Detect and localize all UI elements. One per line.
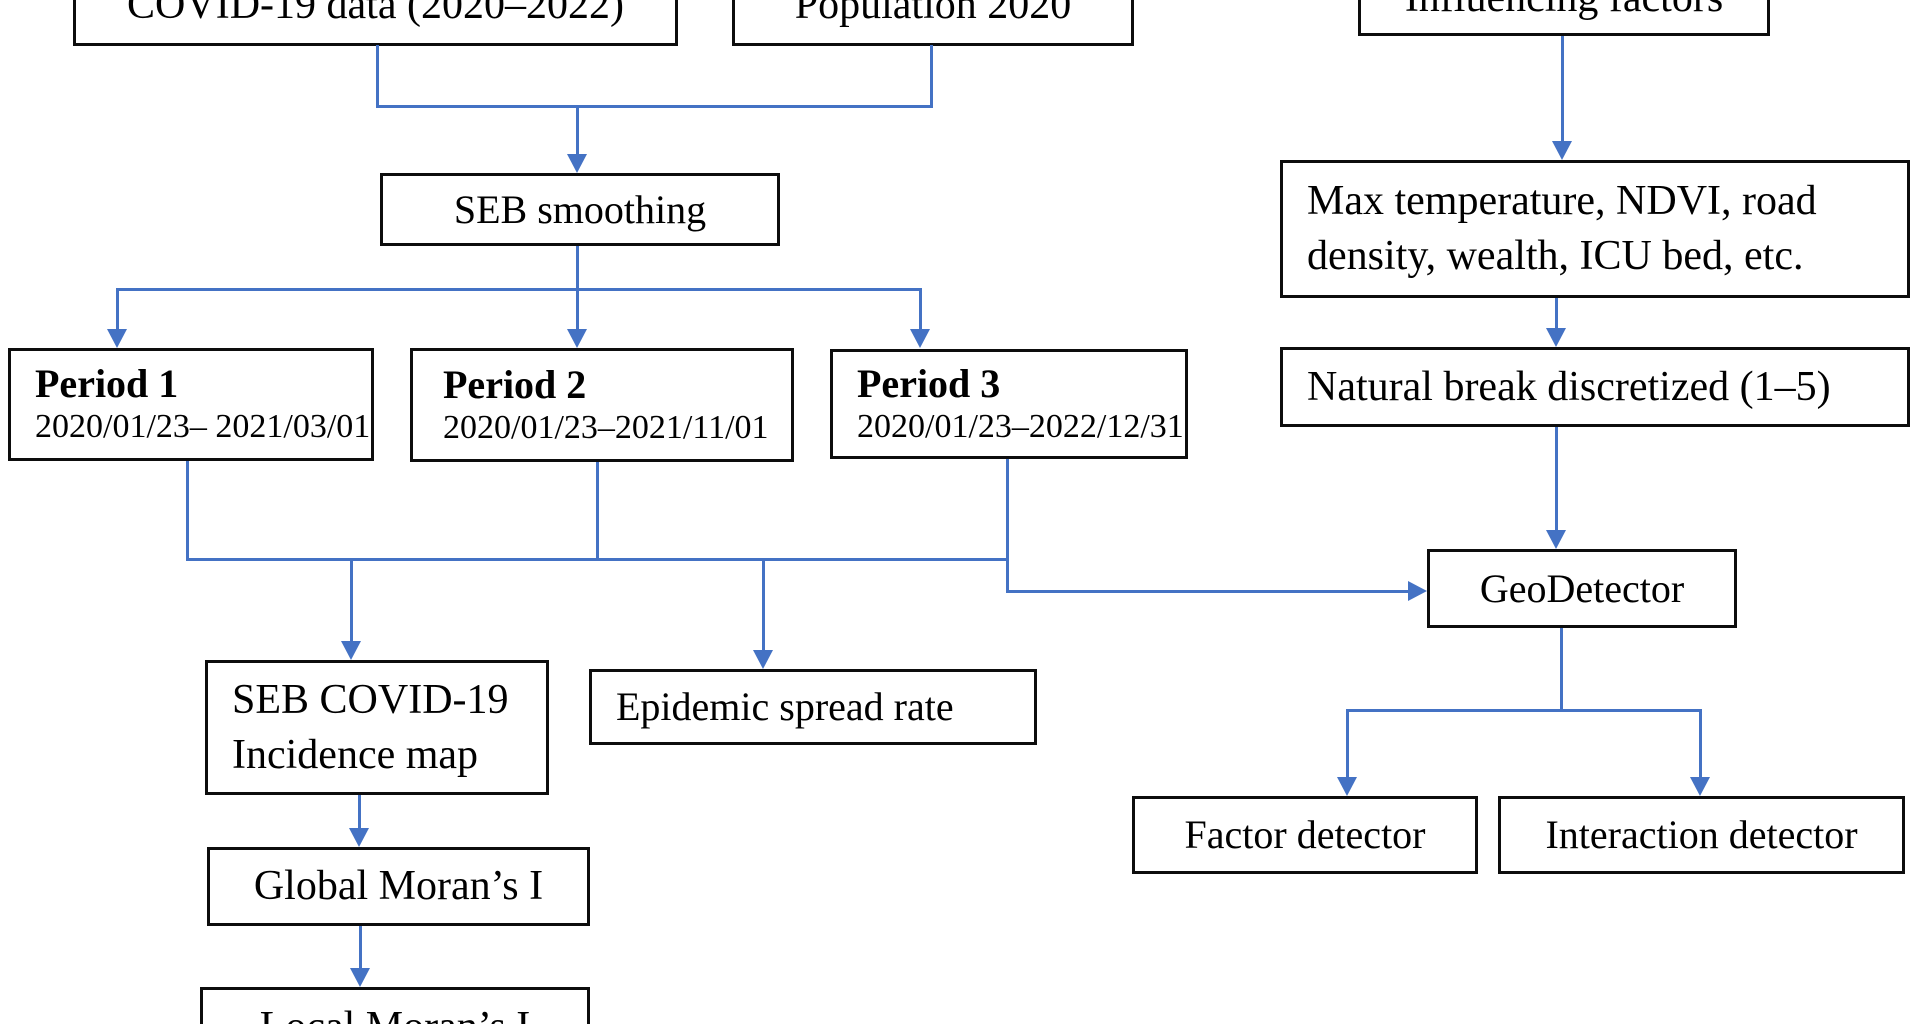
node-influencing-factors-label: Influencing factors bbox=[1405, 0, 1723, 25]
node-natural-break: Natural break discretized (1–5) bbox=[1280, 347, 1910, 427]
arrow-to-interaction-detector-shaft bbox=[1699, 709, 1702, 779]
node-local-morans-i: Local Moran’s I bbox=[200, 987, 590, 1024]
arrow-branch-to-epidemic-shaft bbox=[762, 558, 765, 652]
connector-period2-drop bbox=[596, 462, 599, 558]
arrow-global-to-local-head-icon bbox=[350, 968, 370, 987]
connector-merge-horizontal bbox=[376, 105, 933, 108]
node-population-label: Population 2020 bbox=[794, 0, 1072, 28]
arrow-list-to-break-shaft bbox=[1555, 298, 1558, 330]
node-local-morans-i-label: Local Moran’s I bbox=[260, 1000, 531, 1024]
node-period-3-title: Period 3 bbox=[857, 360, 1001, 406]
node-geodetector: GeoDetector bbox=[1427, 549, 1737, 628]
arrow-to-interaction-detector-head-icon bbox=[1690, 777, 1710, 796]
arrow-branch-to-epidemic-head-icon bbox=[753, 650, 773, 669]
node-seb-smoothing-label: SEB smoothing bbox=[453, 186, 707, 232]
connector-population-drop bbox=[930, 45, 933, 105]
node-factor-detector: Factor detector bbox=[1132, 796, 1478, 874]
node-epidemic-spread-rate-label: Epidemic spread rate bbox=[616, 684, 954, 729]
node-geodetector-label: GeoDetector bbox=[1479, 565, 1685, 611]
arrow-list-to-break-head-icon bbox=[1546, 328, 1566, 347]
node-interaction-detector: Interaction detector bbox=[1498, 796, 1905, 874]
node-global-morans-i: Global Moran’s I bbox=[207, 847, 590, 926]
node-factor-detector-label: Factor detector bbox=[1184, 812, 1426, 857]
arrow-merge-to-seb-head-icon bbox=[567, 154, 587, 173]
node-global-morans-i-label: Global Moran’s I bbox=[253, 863, 544, 910]
node-natural-break-label: Natural break discretized (1–5) bbox=[1307, 363, 1831, 410]
arrow-incidence-to-global-head-icon bbox=[349, 828, 369, 847]
connector-period-branch bbox=[116, 288, 921, 291]
node-covid-data: COVID-19 data (2020–2022) bbox=[73, 0, 678, 46]
connector-covid-drop bbox=[376, 45, 379, 105]
node-influencing-factors: Influencing factors bbox=[1358, 0, 1770, 36]
node-period-2-title: Period 2 bbox=[443, 361, 587, 407]
node-interaction-detector-label: Interaction detector bbox=[1545, 812, 1858, 857]
node-period-2: Period 2 2020/01/23–2021/11/01 bbox=[410, 348, 794, 462]
node-influencing-list-line2: density, wealth, ICU bed, etc. bbox=[1307, 233, 1804, 279]
arrow-influencing-to-list-shaft bbox=[1561, 36, 1564, 143]
node-population: Population 2020 bbox=[732, 0, 1134, 46]
arrow-to-factor-detector-head-icon bbox=[1337, 777, 1357, 796]
arrow-branch-to-geodetector-head-icon bbox=[1408, 581, 1427, 601]
node-period-1-dates: 2020/01/23– 2021/03/01 bbox=[35, 408, 371, 446]
arrow-to-factor-detector-shaft bbox=[1346, 709, 1349, 779]
arrow-branch-to-geodetector-shaft bbox=[1006, 590, 1410, 593]
node-covid-data-label: COVID-19 data (2020–2022) bbox=[127, 0, 624, 28]
arrow-branch-to-period2-head-icon bbox=[567, 329, 587, 348]
node-seb-smoothing: SEB smoothing bbox=[380, 173, 780, 246]
node-period-1: Period 1 2020/01/23– 2021/03/01 bbox=[8, 348, 374, 461]
arrow-branch-to-period3-shaft bbox=[919, 288, 922, 332]
node-period-1-title: Period 1 bbox=[35, 361, 179, 407]
arrow-merge-to-seb-shaft bbox=[576, 105, 579, 157]
arrow-branch-to-period1-shaft bbox=[116, 288, 119, 332]
arrow-branch-to-period3-head-icon bbox=[910, 329, 930, 348]
node-period-3: Period 3 2020/01/23–2022/12/31 bbox=[830, 349, 1188, 459]
node-seb-incidence-map: SEB COVID-19 Incidence map bbox=[205, 660, 549, 795]
node-influencing-list-line1: Max temperature, NDVI, road bbox=[1307, 178, 1817, 225]
arrow-branch-to-period1-head-icon bbox=[107, 329, 127, 348]
arrow-branch-to-incidence-shaft bbox=[350, 558, 353, 643]
node-seb-incidence-map-line2: Incidence map bbox=[232, 731, 479, 778]
arrow-incidence-to-global-shaft bbox=[358, 795, 361, 830]
node-period-2-dates: 2020/01/23–2021/11/01 bbox=[443, 408, 769, 446]
connector-period3-drop bbox=[1006, 459, 1009, 590]
arrow-branch-to-incidence-head-icon bbox=[341, 641, 361, 660]
arrow-global-to-local-shaft bbox=[359, 926, 362, 970]
arrow-break-to-geodetector-head-icon bbox=[1546, 530, 1566, 549]
connector-period1-drop bbox=[186, 461, 189, 558]
connector-detector-branch bbox=[1346, 709, 1701, 712]
connector-seb-drop bbox=[576, 246, 579, 288]
node-seb-incidence-map-line1: SEB COVID-19 bbox=[232, 676, 509, 723]
node-influencing-list: Max temperature, NDVI, road density, wea… bbox=[1280, 160, 1910, 298]
arrow-break-to-geodetector-shaft bbox=[1555, 427, 1558, 532]
connector-lower-branch bbox=[186, 558, 1008, 561]
node-period-3-dates: 2020/01/23–2022/12/31 bbox=[857, 407, 1184, 445]
node-epidemic-spread-rate: Epidemic spread rate bbox=[589, 669, 1037, 745]
arrow-branch-to-period2-shaft bbox=[576, 288, 579, 332]
arrow-influencing-to-list-head-icon bbox=[1552, 141, 1572, 160]
connector-geodetector-drop bbox=[1560, 628, 1563, 709]
